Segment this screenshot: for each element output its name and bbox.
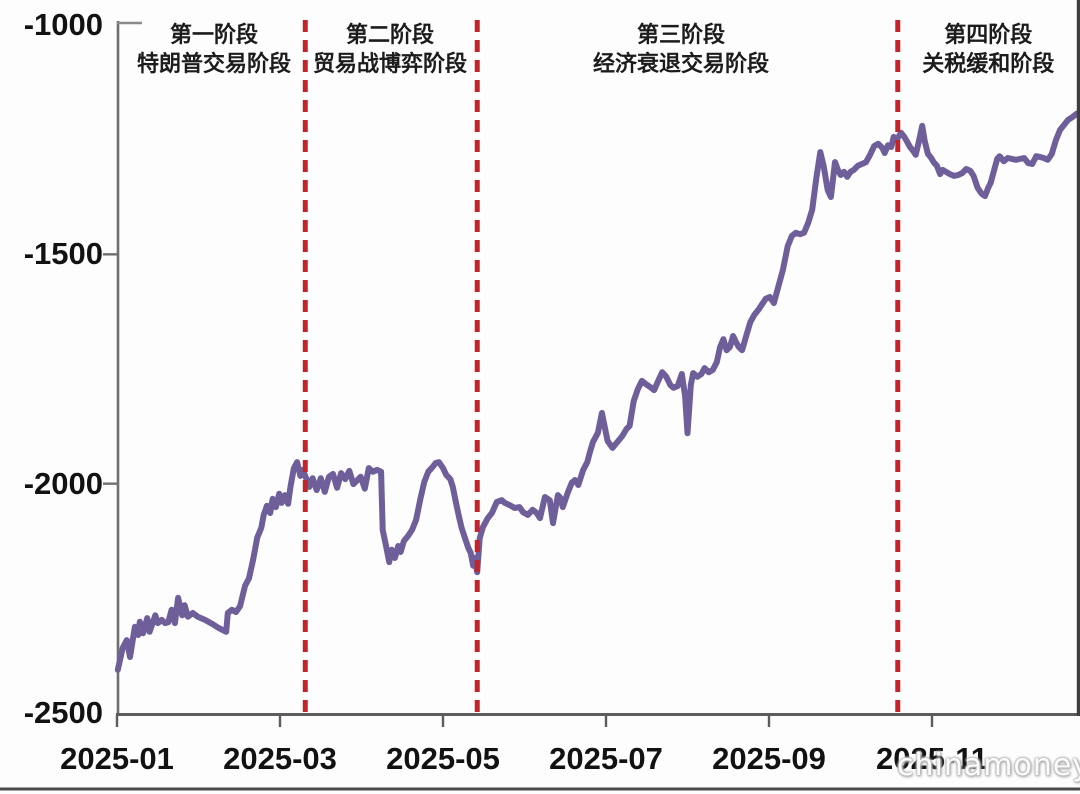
y-tick-label: -1000 (23, 7, 103, 42)
x-tick-label: 2025-11 (875, 741, 989, 776)
watermark: chinamoney (897, 748, 1080, 783)
x-tick-label: 2025-07 (549, 741, 663, 776)
phase-label-1: 第一阶段 特朗普交易阶段 (44, 20, 384, 78)
y-tick-label: -1500 (23, 236, 103, 272)
price-line (114, 109, 1080, 673)
phase-label-2: 第二阶段 贸易战博弈阶段 (220, 20, 560, 78)
y-tick-label: -2000 (23, 465, 103, 501)
x-tick-label: 2025-09 (712, 741, 826, 776)
x-tick-label: 2025-01 (60, 741, 174, 776)
x-tick-label: 2025-03 (223, 741, 337, 776)
phase-subtitle: 特朗普交易阶段 (136, 51, 291, 76)
y-tick-label: -2500 (23, 695, 103, 730)
phase-subtitle: 贸易战博弈阶段 (313, 51, 468, 76)
phase-label-4: 第四阶段 关税缓和阶段 (818, 20, 1080, 78)
phase-title: 第一阶段 (169, 22, 258, 47)
x-tick-label: 2025-05 (386, 741, 500, 776)
phase-subtitle: 关税缓和阶段 (922, 51, 1055, 76)
phase-title: 第二阶段 (346, 22, 435, 47)
phase-title: 第三阶段 (636, 22, 725, 47)
phase-title: 第四阶段 (944, 22, 1033, 47)
phase-subtitle: 经济衰退交易阶段 (592, 51, 769, 76)
phase-label-3: 第三阶段 经济衰退交易阶段 (511, 20, 851, 78)
